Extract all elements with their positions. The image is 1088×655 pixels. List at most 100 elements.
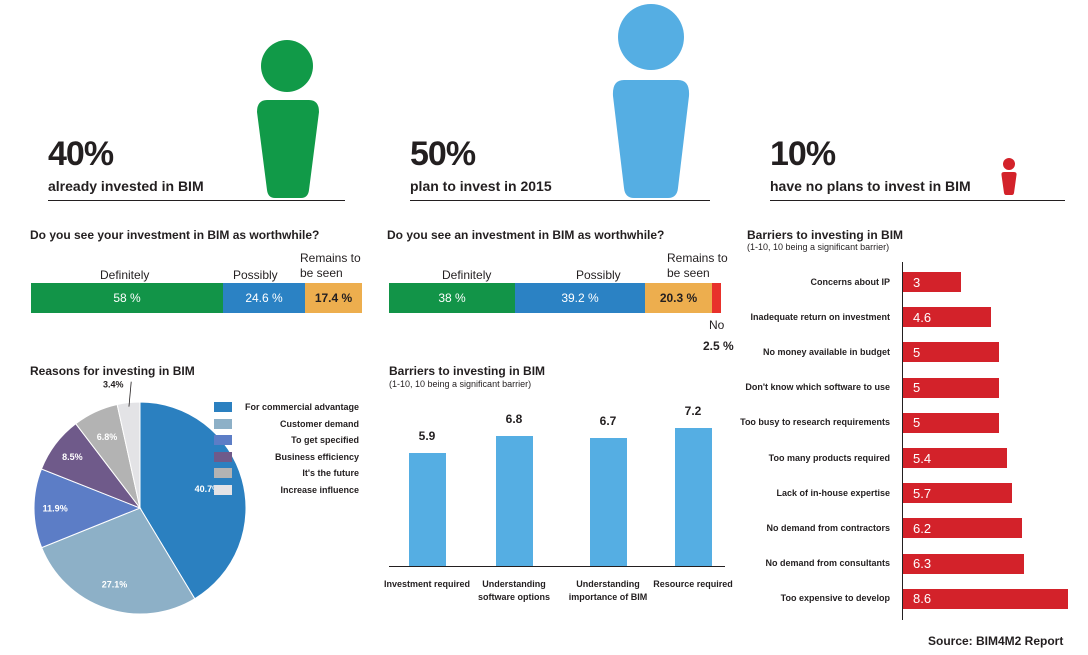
vbar-value-label: 5.9 xyxy=(418,428,436,443)
legend-item: For commercial advantage xyxy=(214,401,359,413)
q2-segment-possibly: 39.2 % xyxy=(515,283,645,313)
hbar-category-label: Inadequate return on investment xyxy=(750,311,890,322)
hbar-axis xyxy=(902,262,903,620)
vbar-bar xyxy=(408,452,446,566)
hbar-category-label: Don't know which software to use xyxy=(745,382,890,393)
hbar-category-label: No demand from consultants xyxy=(765,558,890,569)
hbar-bar: 5 xyxy=(903,377,999,398)
q2-value-no: 2.5 % xyxy=(703,339,734,353)
hbar-category-label: No demand from contractors xyxy=(766,522,890,533)
vbar-category-label: Investment required xyxy=(383,579,471,589)
reasons-pie-chart: 40.7% 27.1% 11.9% 8.5% 6.8% 3.4% xyxy=(33,380,247,615)
vbar-baseline xyxy=(389,566,725,567)
q2-segment-no xyxy=(712,283,721,313)
vbar-title: Barriers to investing in BIM xyxy=(389,364,546,378)
pie-slice-label-2: 27.1% xyxy=(102,579,128,589)
hbar-category-label: Too expensive to develop xyxy=(780,593,890,604)
q1-label-possibly: Possibly xyxy=(233,268,278,282)
legend-label: Customer demand xyxy=(279,418,359,429)
vbar-value-label: 6.8 xyxy=(505,411,523,426)
pie-slice-6 xyxy=(116,401,141,509)
hbar-category-label: Lack of in-house expertise xyxy=(776,487,890,498)
q1-segment-possibly: 24.6 % xyxy=(223,283,305,313)
legend-swatch xyxy=(214,484,232,495)
hbar-bar: 6.2 xyxy=(903,518,1022,539)
hbar-bar: 6.3 xyxy=(903,553,1024,574)
hbar-bar: 5.4 xyxy=(903,448,1007,468)
vbar-subtitle: (1-10, 10 being a significant barrier) xyxy=(389,379,532,389)
q2-title: Do you see an investment in BIM as worth… xyxy=(387,228,665,242)
legend-swatch xyxy=(214,402,232,412)
legend-swatch xyxy=(214,418,232,429)
hbar-bar: 8.6 xyxy=(903,588,1068,609)
hbar-bar: 5 xyxy=(903,412,999,433)
q2-segment-remains: 20.3 % xyxy=(645,283,712,313)
q2-stacked-bar: 38 % 39.2 % 20.3 % xyxy=(389,283,721,313)
hbar-category-label: Too busy to research requirements xyxy=(740,417,890,428)
q1-segment-definitely: 58 % xyxy=(31,283,223,313)
source-note: Source: BIM4M2 Report xyxy=(928,634,1064,648)
divider xyxy=(770,200,1065,201)
q1-label-remains: Remains to be seen xyxy=(300,251,361,280)
person-red-icon xyxy=(1001,158,1017,195)
q1-label-definitely: Definitely xyxy=(100,268,150,282)
vbar-category-label: Understanding software options xyxy=(477,579,550,602)
vbar-bar xyxy=(674,428,712,566)
person-blue-icon xyxy=(612,4,690,198)
pie-slice-2 xyxy=(41,507,196,615)
stat-plan-label: plan to invest in 2015 xyxy=(410,178,552,194)
legend-label: It's the future xyxy=(302,468,359,478)
legend-label: Increase influence xyxy=(280,484,359,495)
hbar-subtitle: (1-10, 10 being a significant barrier) xyxy=(747,242,890,252)
pie-slice-label-3: 11.9% xyxy=(43,503,68,513)
pie-slice-label-4: 8.5% xyxy=(62,452,83,462)
legend-label: Business efficiency xyxy=(274,451,359,462)
hbar-category-label: Concerns about IP xyxy=(810,276,890,287)
legend-swatch xyxy=(214,435,232,445)
legend-item: Customer demand xyxy=(214,418,359,430)
legend-swatch xyxy=(214,468,232,478)
hbar-category-label: Too many products required xyxy=(768,452,890,463)
pie-slice-3 xyxy=(33,468,142,549)
hbar-title: Barriers to investing in BIM xyxy=(747,228,904,242)
legend-swatch xyxy=(214,451,232,462)
hbar-category-label: No money available in budget xyxy=(762,346,890,357)
vbar-category-label: Resource required xyxy=(653,579,733,589)
pie-slice-label-1: 40.7% xyxy=(195,484,221,494)
q2-segment-definitely: 38 % xyxy=(389,283,515,313)
vbar-category-label: Understanding importance of BIM xyxy=(568,579,648,602)
q2-label-definitely: Definitely xyxy=(442,268,492,282)
pie-title: Reasons for investing in BIM xyxy=(30,364,195,378)
q2-label-possibly: Possibly xyxy=(576,268,621,282)
stat-none-label: have no plans to invest in BIM xyxy=(770,178,971,194)
q1-title: Do you see your investment in BIM as wor… xyxy=(30,228,320,242)
legend-item: It's the future xyxy=(214,467,359,479)
vbar-bar xyxy=(589,437,627,566)
legend-label: To get specified xyxy=(291,435,359,445)
pie-slice-1 xyxy=(139,401,247,600)
legend-item: Business efficiency xyxy=(214,451,359,463)
pie-slice-label-5: 6.8% xyxy=(97,432,118,442)
divider xyxy=(410,200,710,201)
vbar-bar xyxy=(495,435,533,566)
hbar-bar: 5.7 xyxy=(903,483,1013,504)
stat-plan-percent: 50% xyxy=(410,135,476,173)
hbar-bar: 5 xyxy=(903,342,999,363)
stat-invested-percent: 40% xyxy=(48,135,114,173)
pie-leader-line xyxy=(128,381,132,407)
legend-item: To get specified xyxy=(214,434,359,446)
pie-slice-label-6: 3.4% xyxy=(103,380,124,390)
legend-item: Increase influence xyxy=(214,484,359,496)
q2-label-no: No xyxy=(709,318,725,332)
vbar-value-label: 7.2 xyxy=(684,404,702,418)
legend-label: For commercial advantage xyxy=(244,402,359,412)
stat-none-percent: 10% xyxy=(770,135,836,173)
person-green-icon xyxy=(257,40,319,198)
stat-invested-label: already invested in BIM xyxy=(48,178,204,194)
q1-stacked-bar: 58 % 24.6 % 17.4 % xyxy=(31,283,362,313)
q2-label-remains: Remains to be seen xyxy=(667,251,728,280)
vbar-value-label: 6.7 xyxy=(599,413,617,428)
hbar-bar: 3 xyxy=(903,272,961,292)
hbar-bar: 4.6 xyxy=(903,307,992,328)
divider xyxy=(48,200,345,201)
